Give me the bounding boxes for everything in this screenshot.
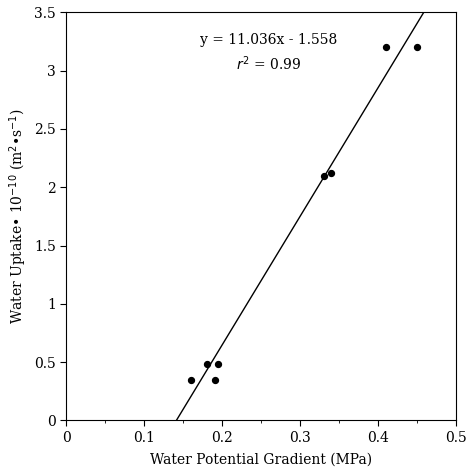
Point — [320, 172, 328, 179]
Point — [328, 170, 335, 177]
Point — [211, 376, 219, 383]
Text: y = 11.036x - 1.558: y = 11.036x - 1.558 — [201, 34, 337, 47]
Text: $r^2$ = 0.99: $r^2$ = 0.99 — [237, 55, 302, 73]
Point — [203, 361, 210, 368]
Point — [187, 376, 195, 383]
X-axis label: Water Potential Gradient (MPa): Water Potential Gradient (MPa) — [150, 453, 373, 467]
Y-axis label: Water Uptake• 10$^{-10}$ (m$^2$•s$^{-1}$): Water Uptake• 10$^{-10}$ (m$^2$•s$^{-1}$… — [7, 109, 28, 324]
Point — [215, 361, 222, 368]
Point — [413, 44, 421, 51]
Point — [382, 44, 390, 51]
